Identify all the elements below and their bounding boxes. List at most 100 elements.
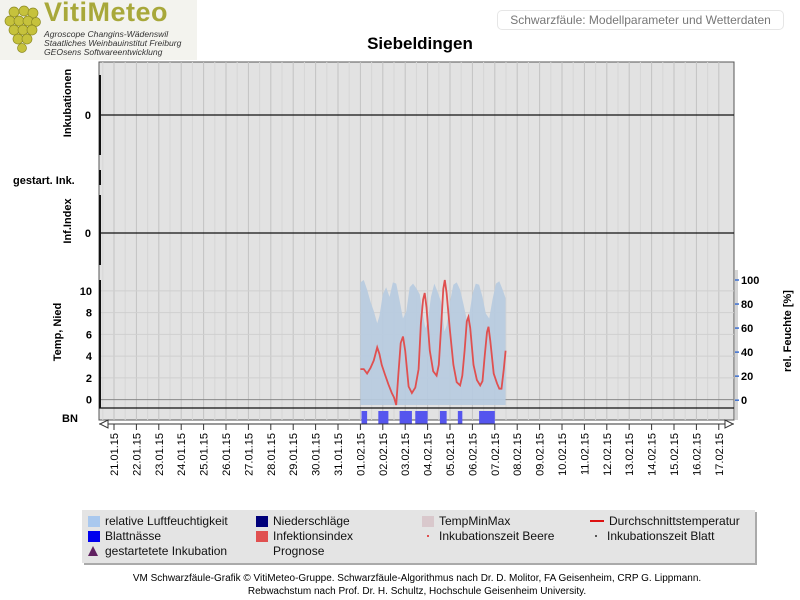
tick-label-x: 05.02.15 [445, 433, 457, 476]
tick-label-x: 17.02.15 [714, 433, 726, 476]
tick-label-x: 06.02.15 [467, 433, 479, 476]
footer: VM Schwarzfäule-Grafik © VitiMeteo-Grupp… [0, 572, 800, 598]
tick-label-y-right: 60 [741, 323, 753, 335]
legend: relative Luftfeuchtigkeit Niederschläge Te… [82, 510, 755, 563]
tick-label-y-right: 80 [741, 299, 753, 311]
tick-label-x: 02.02.15 [378, 433, 390, 476]
tick-label-y-right: 100 [741, 275, 759, 287]
legend-marker [256, 546, 268, 557]
tick-label-x: 15.02.15 [669, 433, 681, 476]
panel-label-bn: BN [62, 413, 78, 425]
legend-marker [256, 530, 268, 542]
vitimeteo-logo: VitiMeteo Agroscope Changins-Wädenswil S… [0, 0, 197, 60]
legend-label: Prognose [273, 544, 325, 558]
legend-marker [88, 530, 100, 542]
panel-label-inkubationen: Inkubationen [62, 69, 74, 138]
tick-label-y: 0 [85, 110, 91, 122]
legend-marker [88, 515, 100, 527]
blattnaesse-bar [361, 411, 368, 424]
legend-label: Niederschläge [273, 514, 350, 528]
legend-item: Niederschläge [256, 514, 350, 528]
tick-label-x: 27.01.15 [243, 433, 255, 476]
tick-label-x: 10.02.15 [557, 433, 569, 476]
tick-label-x: 21.01.15 [109, 433, 121, 476]
tick-label-x: 16.02.15 [691, 433, 703, 476]
logo-title: VitiMeteo [44, 0, 169, 27]
logo-line: Agroscope Changins-Wädenswil [44, 29, 169, 39]
legend-label: gestartetete Inkubation [105, 544, 228, 558]
logo-line: Staatliches Weinbauinstitut Freiburg [44, 38, 182, 48]
tick-label-x: 25.01.15 [199, 433, 211, 476]
legend-label: Infektionsindex [273, 529, 354, 543]
tick-label-x: 31.01.15 [333, 433, 345, 476]
model-title-badge: Schwarzfäule: Modellparameter und Wetter… [498, 11, 783, 29]
legend-marker [590, 520, 604, 522]
legend-item: Prognose [256, 544, 324, 558]
legend-label: TempMinMax [439, 514, 511, 528]
legend-marker [595, 535, 597, 537]
legend-item: relative Luftfeuchtigkeit [88, 514, 228, 528]
right-axis-strip [735, 270, 738, 420]
legend-marker [427, 535, 429, 537]
legend-label: relative Luftfeuchtigkeit [105, 514, 228, 528]
tick-label-x: 24.01.15 [176, 433, 188, 476]
scroll-right-icon [724, 419, 735, 429]
blattnaesse-bar [439, 411, 447, 424]
panel-label-infindex: Inf.Index [62, 198, 74, 244]
scroll-left-icon [98, 419, 109, 429]
legend-item: TempMinMax [422, 514, 510, 528]
blattnaesse-bar [378, 411, 389, 424]
blattnaesse-bar [457, 411, 463, 424]
tick-label-y: 0 [85, 228, 91, 240]
legend-item: Blattnässe [88, 529, 161, 543]
legend-item: Inkubationszeit Beere [422, 529, 554, 543]
legend-item: gestartetete Inkubation [88, 544, 227, 558]
legend-item: Inkubationszeit Blatt [590, 529, 714, 543]
tick-label-x: 12.02.15 [602, 433, 614, 476]
tick-label-x: 03.02.15 [400, 433, 412, 476]
tick-label-x: 09.02.15 [535, 433, 547, 476]
legend-item: Durchschnittstemperatur [590, 514, 740, 528]
tick-label-x: 14.02.15 [647, 433, 659, 476]
legend-label: Durchschnittstemperatur [609, 514, 740, 528]
legend-marker [256, 515, 268, 527]
footer-line: VM Schwarzfäule-Grafik © VitiMeteo-Grupp… [132, 573, 702, 584]
panel-label-temp: Temp, Nied [52, 303, 64, 361]
tick-label-x: 04.02.15 [423, 433, 435, 476]
blattnaesse-bar [415, 411, 428, 424]
legend-label: Blattnässe [105, 529, 162, 543]
panel-label-gestart-ink: gestart. Ink. [13, 175, 75, 187]
tick-label-x: 30.01.15 [311, 433, 323, 476]
right-axis-label: rel. Feuchte [%] [782, 290, 794, 372]
legend-marker [422, 515, 434, 527]
legend-label: Inkubationszeit Blatt [607, 529, 715, 543]
series-relative-luftfeuchtigkeit [360, 280, 506, 405]
chart-title: Siebeldingen [367, 34, 473, 53]
logo-line: GEOsens Softwareentwicklung [44, 47, 163, 57]
tick-label-x: 28.01.15 [266, 433, 278, 476]
blattnaesse-bar [399, 411, 412, 424]
tick-label-y: 4 [86, 351, 93, 363]
tick-label-x: 13.02.15 [624, 433, 636, 476]
legend-marker [88, 546, 98, 556]
tick-label-x: 22.01.15 [131, 433, 143, 476]
blattnaesse-bar [479, 411, 495, 424]
grape-icon [4, 5, 41, 53]
tick-label-y-right: 0 [741, 395, 747, 407]
tick-label-y: 6 [86, 329, 92, 341]
tick-label-y: 2 [86, 373, 92, 385]
tick-label-y: 8 [86, 308, 92, 320]
tick-label-x: 23.01.15 [154, 433, 166, 476]
tick-label-y: 0 [86, 395, 92, 407]
tick-label-y-right: 20 [741, 371, 753, 383]
tick-label-x: 29.01.15 [288, 433, 300, 476]
tick-label-x: 01.02.15 [355, 433, 367, 476]
legend-item: Infektionsindex [256, 529, 353, 543]
tick-label-y: 10 [80, 286, 92, 298]
tick-label-y-right: 40 [741, 347, 753, 359]
footer-line: Rebwachstum nach Prof. Dr. H. Schultz, H… [247, 586, 587, 597]
series-durchschnittstemperatur [360, 279, 507, 406]
tick-label-x: 26.01.15 [221, 433, 233, 476]
legend-label: Inkubationszeit Beere [439, 529, 555, 543]
